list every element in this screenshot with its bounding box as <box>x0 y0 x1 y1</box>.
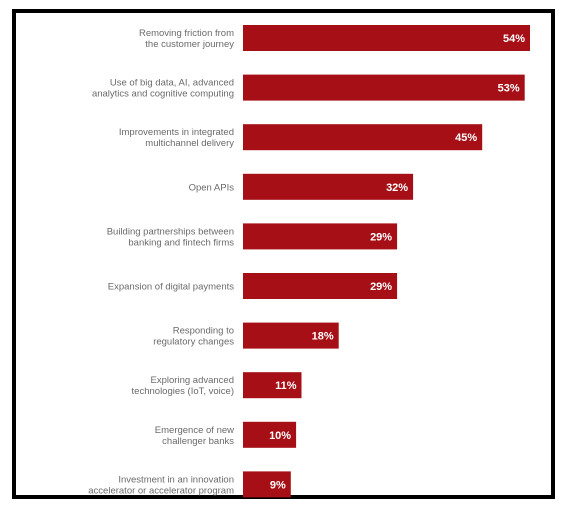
bar <box>243 223 398 250</box>
category-label-line: Responding to <box>173 326 234 337</box>
bar-value-label: 18% <box>312 331 334 343</box>
category-label-line: Investment in an innovation <box>118 474 234 485</box>
bar <box>243 471 291 498</box>
bar <box>243 322 339 349</box>
bar <box>243 124 483 151</box>
category-label: Removing friction from the customer journ… <box>139 28 234 50</box>
category-label-line: Emergence of new <box>155 425 234 436</box>
category-label: Responding to regulatory changes <box>153 326 234 348</box>
bar-value-label: 10% <box>269 430 291 442</box>
category-label: Improvements in integrated multichannel d… <box>119 127 234 149</box>
category-label: Open APIs <box>189 182 235 193</box>
bar <box>243 273 398 299</box>
category-label-line: Removing friction from <box>139 28 234 39</box>
category-label-line: Open APIs <box>189 182 235 193</box>
category-label-line: Building partnerships between <box>107 226 234 237</box>
bar <box>243 25 530 51</box>
bar-value-label: 29% <box>370 231 392 243</box>
category-label: Expansion of digital payments <box>108 282 234 293</box>
category-label-line: multichannel delivery <box>145 138 234 149</box>
category-label: Exploring advanced technologies (IoT, voi… <box>132 375 234 397</box>
bar-value-label: 29% <box>370 281 392 293</box>
bar <box>243 372 302 399</box>
category-label-line: Use of big data, AI, advanced <box>110 78 234 89</box>
bar-value-label: 45% <box>455 132 477 144</box>
category-label-line: Expansion of digital payments <box>108 282 234 293</box>
category-label-line: challenger banks <box>162 436 234 447</box>
bar-value-label: 53% <box>498 83 520 95</box>
category-label-line: the customer journey <box>145 39 234 50</box>
category-label-line: banking and fintech firms <box>128 237 234 248</box>
category-label: Building partnerships between banking and… <box>107 226 235 248</box>
category-label: Use of big data, AI, advanced analytics a… <box>92 78 234 100</box>
bar <box>243 173 414 200</box>
category-label-line: analytics and cognitive computing <box>92 89 234 100</box>
category-label: Emergence of new challenger banks <box>155 425 234 447</box>
category-label-line: Improvements in integrated <box>119 127 234 138</box>
bar-value-label: 32% <box>386 182 408 194</box>
bar <box>243 421 297 448</box>
category-label-line: Exploring advanced <box>151 375 234 386</box>
bar-value-label: 11% <box>275 380 297 392</box>
bar-value-label: 9% <box>270 479 286 491</box>
category-label: Investment in an innovation accelerator o… <box>88 474 234 496</box>
category-label-line: accelerator or accelerator program <box>88 485 234 496</box>
bar <box>243 74 525 101</box>
category-label-line: technologies (IoT, voice) <box>132 386 234 397</box>
category-label-line: regulatory changes <box>153 337 234 348</box>
bar-value-label: 54% <box>503 33 525 45</box>
